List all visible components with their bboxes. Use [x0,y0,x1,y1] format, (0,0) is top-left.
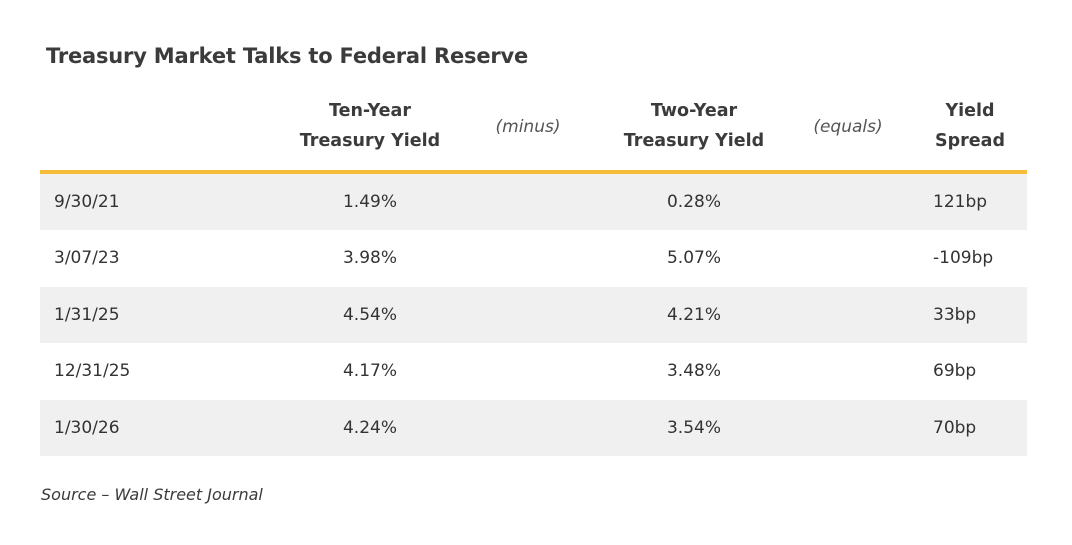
header-spread-line1: Yield [945,101,995,121]
row-yield-spread: 70bp [933,417,977,438]
row-date: 9/30/21 [54,192,120,212]
header-yield-spread: Yield Spread [920,96,1020,156]
header-minus-label: (minus) [495,117,561,137]
row-date: 1/31/25 [54,304,120,325]
table-row: 9/30/21 1.49% 0.28% 121bp [40,174,1027,231]
row-yield-spread: 69bp [933,361,977,382]
row-yield-spread: -109bp [933,248,994,269]
header-ten-year-yield: Ten-Year Treasury Yield [286,96,454,156]
row-two-year-yield: 3.48% [666,361,721,382]
yield-table-body: 9/30/21 1.49% 0.28% 121bp 3/07/23 3.98% … [40,174,1027,456]
row-ten-year-yield: 4.24% [342,417,397,438]
header-spread-line2: Spread [935,131,1005,151]
table-header: Ten-Year Treasury Yield (minus) Two-Year… [40,96,1027,168]
row-two-year-yield: 0.28% [666,192,721,212]
header-equals-label: (equals) [813,117,883,137]
row-ten-year-yield: 1.49% [342,192,397,212]
row-two-year-yield: 4.21% [666,304,721,325]
row-two-year-yield: 5.07% [666,248,721,269]
source-note: Source – Wall Street Journal [41,485,263,504]
table-row: 12/31/25 4.17% 3.48% 69bp [40,343,1027,400]
header-two-year-line2: Treasury Yield [623,131,765,151]
chart-title: Treasury Market Talks to Federal Reserve [46,44,529,68]
row-date: 1/30/26 [54,417,120,438]
row-yield-spread: 121bp [933,192,988,212]
table-row: 1/30/26 4.24% 3.54% 70bp [40,399,1027,456]
header-two-year-yield: Two-Year Treasury Yield [610,96,778,156]
header-ten-year-line1: Ten-Year [328,101,411,121]
row-ten-year-yield: 3.98% [342,248,397,269]
row-ten-year-yield: 4.17% [342,361,397,382]
row-two-year-yield: 3.54% [666,417,721,438]
table-row: 1/31/25 4.54% 4.21% 33bp [40,286,1027,344]
header-minus-operator: (minus) [478,112,578,142]
row-date: 12/31/25 [54,361,131,382]
header-two-year-line1: Two-Year [650,101,738,121]
row-ten-year-yield: 4.54% [342,304,397,325]
header-accent-rule [40,170,1027,174]
table-row: 3/07/23 3.98% 5.07% -109bp [40,230,1027,287]
row-date: 3/07/23 [54,248,120,269]
row-yield-spread: 33bp [933,304,977,325]
header-ten-year-line2: Treasury Yield [299,131,441,151]
header-equals-operator: (equals) [798,112,898,142]
